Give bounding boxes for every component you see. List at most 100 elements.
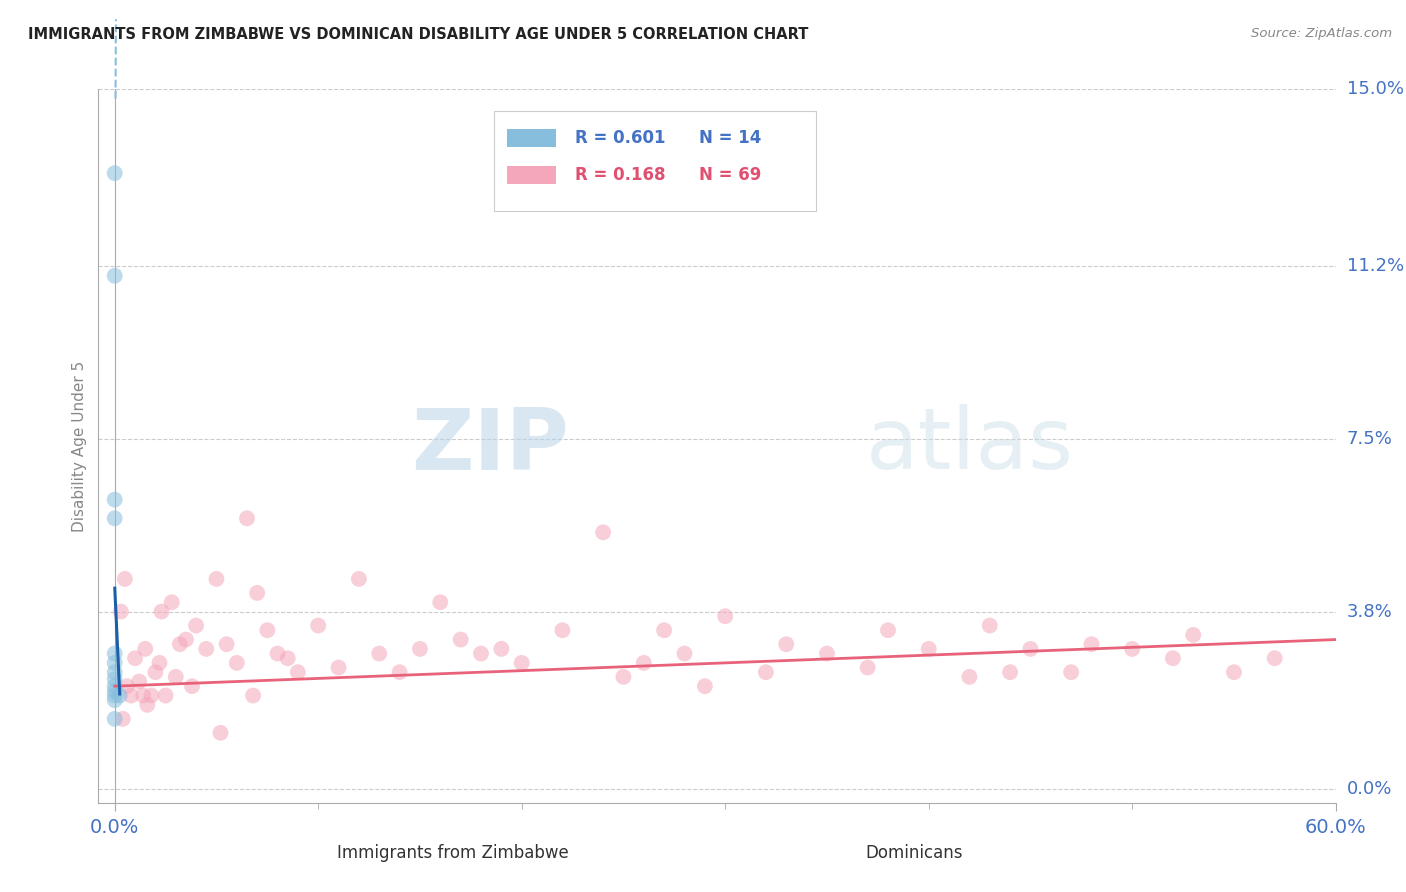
Point (1080, 637, 1102, 651)
Point (918, 641, 941, 656)
Point (856, 660, 879, 674)
Text: 3.8%: 3.8% (1347, 603, 1392, 621)
Point (165, 670, 187, 684)
Point (104, 689, 127, 703)
Point (287, 665, 309, 680)
Point (225, 656, 247, 670)
Y-axis label: Disability Age Under 5: Disability Age Under 5 (72, 360, 87, 532)
Point (169, 637, 191, 651)
Point (693, 679, 716, 693)
Point (184, 618, 207, 632)
Bar (433, 840, 506, 865)
Point (328, 660, 350, 674)
Text: Dominicans: Dominicans (866, 844, 963, 862)
Point (205, 572, 228, 586)
Point (145, 665, 167, 680)
Point (150, 605, 173, 619)
Point (815, 647, 838, 661)
Point (104, 166, 127, 180)
Point (215, 637, 238, 651)
Point (510, 656, 533, 670)
Point (104, 656, 127, 670)
Point (1019, 641, 1042, 656)
Point (181, 679, 204, 693)
Point (307, 618, 329, 632)
Text: N = 14: N = 14 (699, 128, 761, 146)
Point (160, 595, 183, 609)
Bar (495, 111, 815, 211)
Point (979, 618, 1001, 632)
Bar (506, 166, 557, 184)
Point (115, 679, 138, 693)
Point (136, 698, 159, 712)
Point (104, 684, 127, 698)
Point (755, 665, 778, 680)
Point (1161, 651, 1184, 665)
Point (450, 632, 472, 647)
Point (775, 637, 797, 651)
Point (104, 647, 127, 661)
Point (110, 605, 132, 619)
Point (673, 647, 696, 661)
Point (491, 641, 513, 656)
Text: 7.5%: 7.5% (1347, 430, 1393, 448)
Point (266, 647, 288, 661)
Text: R = 0.168: R = 0.168 (575, 166, 665, 184)
Point (714, 609, 737, 624)
Point (633, 656, 655, 670)
Point (277, 651, 299, 665)
Text: atlas: atlas (866, 404, 1074, 488)
Point (957, 670, 980, 684)
Point (111, 712, 134, 726)
Point (256, 624, 278, 638)
Point (209, 726, 232, 740)
Point (174, 632, 197, 647)
Point (242, 689, 264, 703)
Point (612, 670, 634, 684)
Point (104, 679, 127, 693)
Text: N = 69: N = 69 (699, 166, 761, 184)
Text: 15.0%: 15.0% (1347, 80, 1403, 98)
Point (104, 712, 127, 726)
Bar (792, 840, 866, 865)
Point (195, 641, 218, 656)
Point (652, 624, 675, 638)
Point (141, 689, 163, 703)
Point (124, 651, 146, 665)
Point (409, 641, 432, 656)
Text: Immigrants from Zimbabwe: Immigrants from Zimbabwe (337, 844, 568, 862)
Point (108, 689, 131, 703)
Point (104, 511, 127, 525)
Text: Source: ZipAtlas.com: Source: ZipAtlas.com (1251, 27, 1392, 40)
Text: 0.0%: 0.0% (1347, 780, 1392, 797)
Point (1121, 641, 1143, 656)
Point (470, 647, 492, 661)
Point (104, 693, 127, 707)
Text: ZIP: ZIP (411, 404, 568, 488)
Point (148, 656, 170, 670)
Point (104, 665, 127, 680)
Point (120, 689, 142, 703)
Point (1060, 665, 1083, 680)
Point (246, 586, 269, 600)
Text: 11.2%: 11.2% (1347, 258, 1405, 276)
Point (236, 511, 259, 525)
Point (155, 689, 177, 703)
Point (998, 665, 1021, 680)
Point (429, 595, 451, 609)
Point (104, 268, 127, 283)
Point (114, 572, 136, 586)
Point (877, 624, 900, 638)
Point (551, 624, 574, 638)
Point (1223, 665, 1246, 680)
Point (1264, 651, 1286, 665)
Bar (506, 128, 557, 146)
Point (368, 647, 391, 661)
Point (1182, 628, 1205, 642)
Point (104, 492, 127, 507)
Point (388, 665, 411, 680)
Text: IMMIGRANTS FROM ZIMBABWE VS DOMINICAN DISABILITY AGE UNDER 5 CORRELATION CHART: IMMIGRANTS FROM ZIMBABWE VS DOMINICAN DI… (28, 27, 808, 42)
Point (104, 672, 127, 686)
Point (592, 525, 614, 540)
Point (134, 641, 156, 656)
